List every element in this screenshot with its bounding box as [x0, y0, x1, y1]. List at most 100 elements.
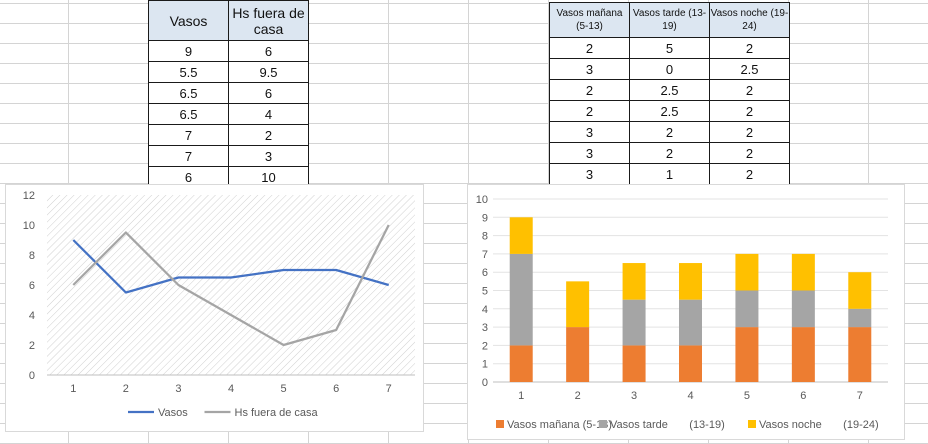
y-tick-label: 4 — [482, 304, 488, 316]
line-chart[interactable]: 0 2 4 6 8 10 12 1 2 3 4 5 6 7 Vasos Hs fuera de casa — [5, 184, 424, 432]
table-row: 2 2.5 2 — [549, 100, 790, 122]
bar-segment-2 — [848, 308, 872, 328]
x-tick-label: 5 — [281, 383, 287, 395]
bar-segment-3 — [622, 263, 646, 300]
x-tick-label: 1 — [70, 383, 76, 395]
bar-segment-3 — [566, 281, 590, 328]
bar-segment-1 — [848, 327, 872, 382]
x-tick-label: 3 — [175, 383, 181, 395]
bar-segment-3 — [679, 263, 702, 300]
series-line-1 — [72, 239, 390, 294]
cell[interactable]: 2 — [629, 121, 710, 143]
table-vasos-franjas: Vasos mañana (5-13) Vasos tarde (13-19) … — [549, 2, 790, 185]
legend-label: Vasos mañana (5-13) — [507, 419, 612, 431]
cell[interactable]: 2 — [228, 124, 309, 146]
y-tick-label: 2 — [29, 340, 35, 352]
cell[interactable]: 2 — [709, 163, 790, 185]
bar-segment-2 — [509, 253, 533, 346]
y-tick-label: 3 — [482, 322, 488, 334]
table-row: 2 2.5 2 — [549, 79, 790, 101]
y-tick-label: 6 — [29, 280, 35, 292]
cell[interactable]: 0 — [629, 58, 710, 80]
bar-segment-2 — [679, 299, 702, 346]
cell[interactable]: 9.5 — [228, 61, 309, 83]
bar-segment-3 — [509, 217, 533, 254]
cell[interactable]: 3 — [549, 121, 630, 143]
y-tick-label: 2 — [482, 340, 488, 352]
bar-segment-2 — [735, 290, 759, 328]
cell[interactable]: 2 — [709, 142, 790, 164]
cell[interactable]: 2 — [709, 37, 790, 59]
cell[interactable]: 5 — [629, 37, 710, 59]
legend-label: Vasos tarde (13-19) — [610, 419, 725, 431]
y-tick-label: 9 — [482, 212, 488, 224]
y-tick-label: 0 — [482, 377, 488, 389]
cell[interactable]: 6.5 — [148, 103, 229, 125]
plot-area-hatch — [47, 195, 415, 375]
x-tick-label: 2 — [575, 390, 581, 402]
bar-segment-3 — [791, 253, 815, 291]
header-tarde[interactable]: Vasos tarde (13-19) — [629, 2, 710, 38]
cell[interactable]: 2 — [709, 79, 790, 101]
table-row: 3 0 2.5 — [549, 58, 790, 80]
x-tick-label: 7 — [857, 390, 863, 402]
y-tick-label: 0 — [29, 370, 35, 382]
cell[interactable]: 2 — [709, 100, 790, 122]
cell[interactable]: 9 — [148, 40, 229, 62]
x-tick-label: 6 — [800, 390, 806, 402]
x-tick-label: 1 — [518, 390, 524, 402]
legend-swatch — [496, 420, 504, 428]
cell[interactable]: 6 — [228, 82, 309, 104]
legend-swatch — [748, 420, 756, 428]
header-manana[interactable]: Vasos mañana (5-13) — [549, 2, 630, 38]
stacked-bar-chart[interactable]: 0 1 2 3 4 5 6 7 8 9 10 1 2 3 4 5 6 7 Vasos mañana (5-13) Va… — [467, 184, 905, 440]
cell[interactable]: 5.5 — [148, 61, 229, 83]
cell[interactable]: 3 — [228, 145, 309, 167]
bar-segment-3 — [848, 272, 872, 309]
series-line-2 — [72, 224, 390, 347]
y-tick-label: 4 — [29, 310, 35, 322]
bar-segment-1 — [566, 327, 590, 382]
y-tick-label: 7 — [482, 249, 488, 261]
legend-label: Vasos noche (19-24) — [759, 419, 879, 431]
cell[interactable]: 2 — [709, 121, 790, 143]
header-hs-fuera[interactable]: Hs fuera de casa — [228, 0, 309, 41]
cell[interactable]: 2.5 — [709, 58, 790, 80]
y-tick-label: 8 — [482, 231, 488, 243]
table-row: 5.5 9.5 — [148, 61, 309, 83]
x-tick-label: 4 — [687, 390, 693, 402]
bar-segment-2 — [622, 299, 646, 346]
cell[interactable]: 2 — [549, 79, 630, 101]
cell[interactable]: 3 — [549, 163, 630, 185]
cell[interactable]: 3 — [549, 142, 630, 164]
bar-segment-1 — [791, 327, 815, 382]
table-header-row: Vasos Hs fuera de casa — [148, 0, 309, 41]
cell[interactable]: 7 — [148, 124, 229, 146]
x-tick-label: 2 — [123, 383, 129, 395]
x-tick-label: 3 — [631, 390, 637, 402]
cell[interactable]: 2 — [549, 37, 630, 59]
cell[interactable]: 6 — [228, 40, 309, 62]
header-vasos[interactable]: Vasos — [148, 0, 229, 41]
table-row: 6 10 — [148, 166, 309, 188]
bar-segment-1 — [679, 345, 702, 382]
legend-label: Hs fuera de casa — [235, 407, 319, 419]
cell[interactable]: 3 — [549, 58, 630, 80]
cell[interactable]: 6.5 — [148, 82, 229, 104]
cell[interactable]: 2.5 — [629, 100, 710, 122]
cell[interactable]: 4 — [228, 103, 309, 125]
cell[interactable]: 1 — [629, 163, 710, 185]
cell[interactable]: 2.5 — [629, 79, 710, 101]
header-noche[interactable]: Vasos noche (19-24) — [709, 2, 790, 38]
cell[interactable]: 2 — [629, 142, 710, 164]
cell[interactable]: 7 — [148, 145, 229, 167]
y-tick-label: 5 — [482, 286, 488, 298]
cell[interactable]: 2 — [549, 100, 630, 122]
